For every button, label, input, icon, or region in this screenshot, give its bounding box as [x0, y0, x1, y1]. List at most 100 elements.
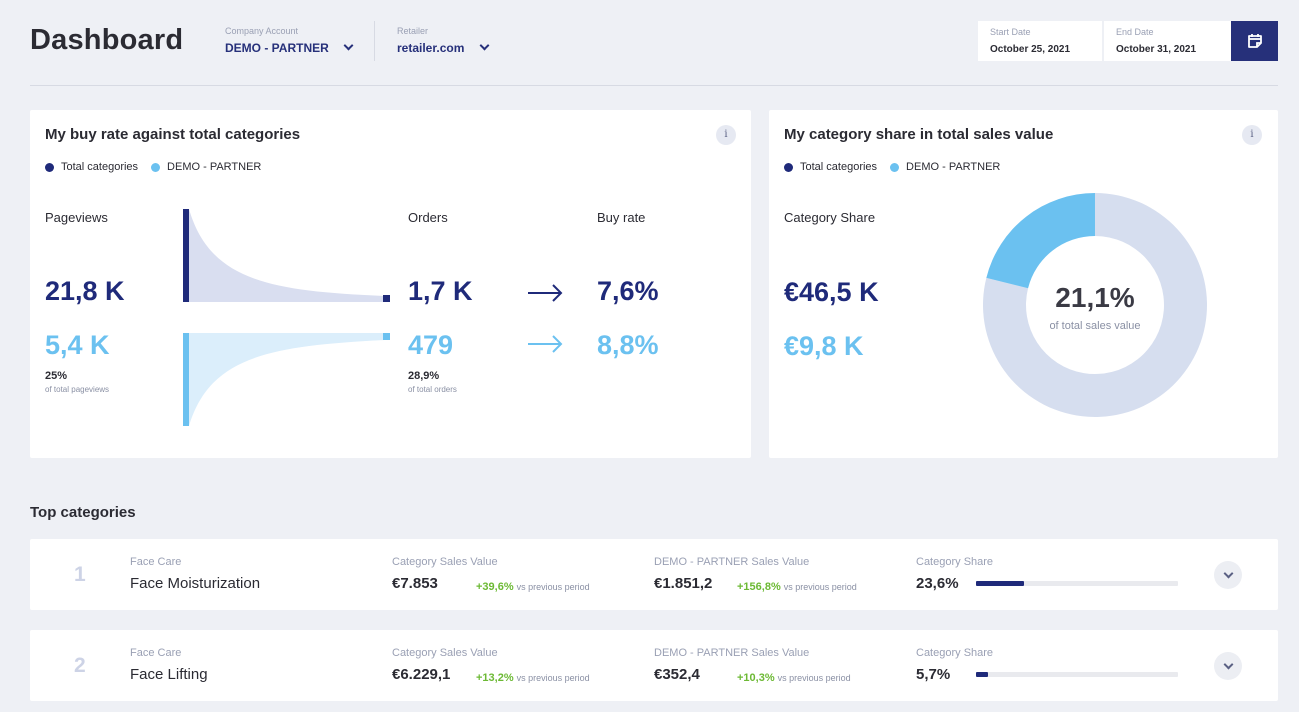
- end-date-label: End Date: [1116, 27, 1154, 37]
- category-share-legend: Total categories DEMO - PARTNER: [784, 161, 1013, 173]
- partner-sales-delta-group: +156,8% vs previous period: [737, 577, 857, 595]
- category-share-donut: [983, 193, 1207, 417]
- legend-item-partner: DEMO - PARTNER: [890, 161, 1000, 173]
- buy-rate-total: 7,6%: [597, 276, 659, 306]
- chevron-down-icon: [479, 40, 490, 51]
- category-sales-delta: +13,2%: [476, 672, 514, 684]
- category-row[interactable]: 1 Face Care Face Moisturization Category…: [30, 539, 1278, 610]
- company-account-label: Company Account: [225, 26, 299, 36]
- partner-sales-vs: vs previous period: [783, 582, 857, 592]
- category-share-bar-fill: [976, 581, 1024, 586]
- calendar-icon: [1247, 34, 1262, 48]
- category-share-value: 5,7%: [916, 666, 951, 683]
- partner-sales-value: €352,4: [654, 666, 700, 683]
- category-sales-value: €7.853: [392, 575, 438, 592]
- legend-dot-partner: [890, 162, 900, 172]
- legend-label-total: Total categories: [800, 161, 878, 173]
- buy-rate-partner: 8,8%: [597, 330, 659, 360]
- top-categories-title: Top categories: [30, 504, 136, 521]
- funnel-partner-bar: [183, 333, 189, 426]
- retailer-value: retailer.com: [397, 41, 465, 55]
- donut-partner-segment: [986, 193, 1095, 289]
- start-date-value: October 25, 2021: [990, 44, 1071, 55]
- partner-sales-label: DEMO - PARTNER Sales Value: [654, 556, 810, 568]
- category-name: Face Moisturization: [130, 575, 261, 592]
- pageviews-partner: 5,4 K: [45, 330, 110, 360]
- start-date-field[interactable]: Start Date October 25, 2021: [978, 21, 1102, 61]
- funnel-partner-area: [189, 333, 385, 426]
- company-account-value: DEMO - PARTNER: [225, 41, 329, 55]
- category-share-label: Category Share: [784, 210, 876, 225]
- header-separator: [30, 85, 1278, 86]
- pageviews-pct: 25%: [45, 370, 68, 382]
- funnel-total-end: [383, 295, 390, 302]
- legend-label-partner: DEMO - PARTNER: [167, 161, 262, 173]
- partner-sales-value: €1.851,2: [654, 575, 713, 592]
- category-sales-value: €6.229,1: [392, 666, 451, 683]
- category-share-bar: [976, 581, 1178, 586]
- funnel-total-area: [189, 209, 385, 302]
- end-date-field[interactable]: End Date October 31, 2021: [1104, 21, 1231, 61]
- retailer-label: Retailer: [397, 26, 429, 36]
- orders-partner: 479: [408, 330, 454, 360]
- funnel-partner-end: [383, 333, 390, 340]
- funnel-graphic: [183, 209, 390, 426]
- pageviews-total: 21,8 K: [45, 276, 125, 306]
- category-sales-vs: vs previous period: [516, 582, 590, 592]
- category-sales-label: Category Sales Value: [392, 556, 498, 568]
- info-icon[interactable]: i: [716, 125, 736, 145]
- arrow-right-icon: [528, 335, 563, 353]
- category-rank: 2: [74, 654, 86, 677]
- category-share-label: Category Share: [916, 556, 994, 568]
- partner-sales-delta-group: +10,3% vs previous period: [737, 668, 851, 686]
- category-share-card: My category share in total sales value i…: [769, 110, 1278, 458]
- category-share-label: Category Share: [916, 647, 994, 659]
- donut-rest-segment: [983, 193, 1207, 417]
- legend-dot-partner: [151, 162, 161, 172]
- chevron-down-icon: [343, 40, 354, 51]
- arrow-right-icon: [528, 284, 563, 302]
- category-share-partner: €9,8 K: [784, 331, 864, 361]
- category-sales-delta-group: +13,2% vs previous period: [476, 668, 590, 686]
- page-title: Dashboard: [30, 24, 184, 56]
- legend-label-total: Total categories: [61, 161, 139, 173]
- company-account-select[interactable]: Company Account DEMO - PARTNER: [225, 26, 354, 57]
- category-row[interactable]: 2 Face Care Face Lifting Category Sales …: [30, 630, 1278, 701]
- header-divider: [374, 21, 375, 61]
- partner-sales-delta: +156,8%: [737, 581, 781, 593]
- partner-sales-delta: +10,3%: [737, 672, 775, 684]
- donut-center-sub: of total sales value: [1049, 320, 1141, 332]
- orders-total: 1,7 K: [408, 276, 473, 306]
- category-share-value: 23,6%: [916, 575, 959, 592]
- donut-center-value: 21,1%: [1055, 282, 1135, 313]
- retailer-select[interactable]: Retailer retailer.com: [397, 26, 490, 57]
- info-icon[interactable]: i: [1242, 125, 1262, 145]
- partner-sales-vs: vs previous period: [777, 673, 851, 683]
- expand-row-button[interactable]: [1214, 652, 1242, 680]
- buy-rate-card-title: My buy rate against total categories: [45, 126, 301, 143]
- category-rank: 1: [74, 563, 86, 586]
- pageviews-pct-sub: of total pageviews: [45, 385, 110, 394]
- legend-item-partner: DEMO - PARTNER: [151, 161, 261, 173]
- category-name: Face Lifting: [130, 666, 208, 683]
- legend-item-total: Total categories: [45, 161, 138, 173]
- legend-label-partner: DEMO - PARTNER: [906, 161, 1001, 173]
- buy-rate-legend: Total categories DEMO - PARTNER: [45, 161, 274, 173]
- chevron-down-icon: [1223, 659, 1233, 669]
- pageviews-label: Pageviews: [45, 210, 108, 225]
- legend-dot-total: [45, 162, 54, 172]
- expand-row-button[interactable]: [1214, 561, 1242, 589]
- buy-rate-card: My buy rate against total categories i T…: [30, 110, 751, 458]
- end-date-value: October 31, 2021: [1116, 44, 1197, 55]
- category-group: Face Care: [130, 647, 182, 659]
- orders-pct-sub: of total orders: [408, 385, 457, 394]
- category-share-bar-fill: [976, 672, 988, 677]
- buy-rate-label: Buy rate: [597, 210, 646, 225]
- orders-pct: 28,9%: [408, 370, 440, 382]
- category-sales-delta: +39,6%: [476, 581, 514, 593]
- calendar-button[interactable]: [1231, 21, 1278, 61]
- funnel-total-bar: [183, 209, 189, 302]
- legend-item-total: Total categories: [784, 161, 877, 173]
- category-share-card-title: My category share in total sales value: [784, 126, 1054, 143]
- category-sales-label: Category Sales Value: [392, 647, 498, 659]
